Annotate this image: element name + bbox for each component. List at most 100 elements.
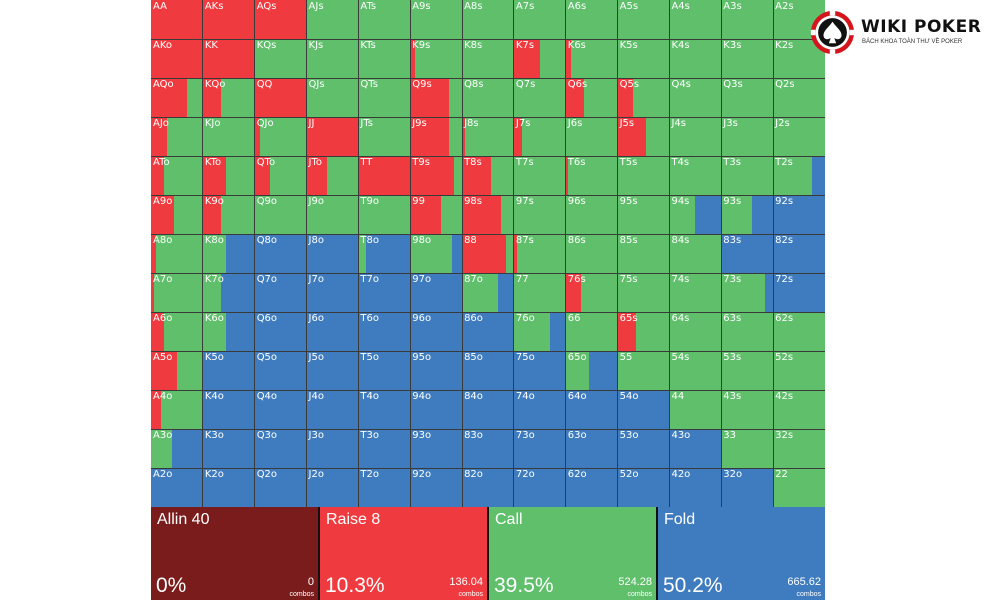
hand-cell-65o[interactable]: 65o (565, 351, 618, 390)
hand-cell-K6s[interactable]: K6s (565, 39, 618, 78)
hand-cell-A2o[interactable]: A2o (151, 468, 203, 507)
hand-cell-T2s[interactable]: T2s (773, 156, 825, 195)
hand-cell-J8s[interactable]: J8s (462, 117, 514, 156)
hand-cell-94s[interactable]: 94s (669, 195, 722, 234)
hand-cell-Q5s[interactable]: Q5s (617, 78, 670, 117)
hand-cell-J9o[interactable]: J9o (306, 195, 359, 234)
hand-cell-K6o[interactable]: K6o (202, 312, 255, 351)
hand-cell-55[interactable]: 55 (617, 351, 670, 390)
hand-cell-Q7o[interactable]: Q7o (254, 273, 307, 312)
hand-cell-Q2s[interactable]: Q2s (773, 78, 825, 117)
hand-cell-Q8s[interactable]: Q8s (462, 78, 514, 117)
hand-cell-A3o[interactable]: A3o (151, 429, 203, 468)
hand-cell-T7o[interactable]: T7o (358, 273, 411, 312)
hand-cell-Q4s[interactable]: Q4s (669, 78, 722, 117)
hand-cell-32o[interactable]: 32o (721, 468, 774, 507)
hand-cell-J5s[interactable]: J5s (617, 117, 670, 156)
hand-cell-J7s[interactable]: J7s (513, 117, 566, 156)
hand-cell-T9s[interactable]: T9s (410, 156, 463, 195)
hand-cell-K5s[interactable]: K5s (617, 39, 670, 78)
hand-cell-K2o[interactable]: K2o (202, 468, 255, 507)
hand-cell-95o[interactable]: 95o (410, 351, 463, 390)
hand-cell-T5o[interactable]: T5o (358, 351, 411, 390)
hand-cell-85o[interactable]: 85o (462, 351, 514, 390)
hand-cell-95s[interactable]: 95s (617, 195, 670, 234)
hand-cell-93s[interactable]: 93s (721, 195, 774, 234)
hand-cell-J3s[interactable]: J3s (721, 117, 774, 156)
hand-cell-72o[interactable]: 72o (513, 468, 566, 507)
hand-cell-T5s[interactable]: T5s (617, 156, 670, 195)
hand-cell-53s[interactable]: 53s (721, 351, 774, 390)
hand-cell-85s[interactable]: 85s (617, 234, 670, 273)
hand-cell-J9s[interactable]: J9s (410, 117, 463, 156)
hand-cell-65s[interactable]: 65s (617, 312, 670, 351)
hand-cell-A9o[interactable]: A9o (151, 195, 203, 234)
hand-cell-77[interactable]: 77 (513, 273, 566, 312)
hand-cell-Q9o[interactable]: Q9o (254, 195, 307, 234)
hand-cell-K9s[interactable]: K9s (410, 39, 463, 78)
hand-cell-J3o[interactable]: J3o (306, 429, 359, 468)
hand-cell-JTo[interactable]: JTo (306, 156, 359, 195)
hand-cell-T7s[interactable]: T7s (513, 156, 566, 195)
hand-cell-72s[interactable]: 72s (773, 273, 825, 312)
hand-cell-84o[interactable]: 84o (462, 390, 514, 429)
hand-cell-JJ[interactable]: JJ (306, 117, 359, 156)
hand-cell-74s[interactable]: 74s (669, 273, 722, 312)
hand-cell-83s[interactable]: 83s (721, 234, 774, 273)
hand-cell-T9o[interactable]: T9o (358, 195, 411, 234)
hand-cell-QTo[interactable]: QTo (254, 156, 307, 195)
hand-cell-J7o[interactable]: J7o (306, 273, 359, 312)
hand-cell-K8s[interactable]: K8s (462, 39, 514, 78)
hand-cell-KQs[interactable]: KQs (254, 39, 307, 78)
hand-cell-K3o[interactable]: K3o (202, 429, 255, 468)
hand-cell-AKo[interactable]: AKo (151, 39, 203, 78)
hand-cell-74o[interactable]: 74o (513, 390, 566, 429)
hand-cell-92s[interactable]: 92s (773, 195, 825, 234)
hand-cell-QJo[interactable]: QJo (254, 117, 307, 156)
hand-cell-96o[interactable]: 96o (410, 312, 463, 351)
hand-cell-J4o[interactable]: J4o (306, 390, 359, 429)
hand-cell-96s[interactable]: 96s (565, 195, 618, 234)
hand-cell-63s[interactable]: 63s (721, 312, 774, 351)
hand-cell-97o[interactable]: 97o (410, 273, 463, 312)
hand-cell-T2o[interactable]: T2o (358, 468, 411, 507)
hand-cell-AA[interactable]: AA (151, 0, 203, 39)
hand-cell-Q4o[interactable]: Q4o (254, 390, 307, 429)
hand-cell-T4o[interactable]: T4o (358, 390, 411, 429)
summary-raise[interactable]: Raise 8 10.3% 136.04 combos (320, 507, 487, 600)
hand-cell-82s[interactable]: 82s (773, 234, 825, 273)
hand-cell-76s[interactable]: 76s (565, 273, 618, 312)
hand-cell-99[interactable]: 99 (410, 195, 463, 234)
hand-cell-Q9s[interactable]: Q9s (410, 78, 463, 117)
hand-cell-A8o[interactable]: A8o (151, 234, 203, 273)
hand-cell-73s[interactable]: 73s (721, 273, 774, 312)
hand-cell-83o[interactable]: 83o (462, 429, 514, 468)
hand-cell-T8s[interactable]: T8s (462, 156, 514, 195)
hand-cell-86s[interactable]: 86s (565, 234, 618, 273)
hand-cell-J6s[interactable]: J6s (565, 117, 618, 156)
hand-cell-62s[interactable]: 62s (773, 312, 825, 351)
hand-cell-73o[interactable]: 73o (513, 429, 566, 468)
hand-cell-QQ[interactable]: QQ (254, 78, 307, 117)
hand-cell-Q3s[interactable]: Q3s (721, 78, 774, 117)
hand-cell-94o[interactable]: 94o (410, 390, 463, 429)
hand-cell-42o[interactable]: 42o (669, 468, 722, 507)
hand-cell-K8o[interactable]: K8o (202, 234, 255, 273)
hand-cell-T3o[interactable]: T3o (358, 429, 411, 468)
hand-cell-64s[interactable]: 64s (669, 312, 722, 351)
hand-cell-Q8o[interactable]: Q8o (254, 234, 307, 273)
hand-cell-K7s[interactable]: K7s (513, 39, 566, 78)
hand-cell-43s[interactable]: 43s (721, 390, 774, 429)
hand-cell-Q7s[interactable]: Q7s (513, 78, 566, 117)
hand-cell-62o[interactable]: 62o (565, 468, 618, 507)
hand-cell-AJo[interactable]: AJo (151, 117, 203, 156)
hand-cell-98o[interactable]: 98o (410, 234, 463, 273)
hand-cell-KTs[interactable]: KTs (358, 39, 411, 78)
hand-cell-AQo[interactable]: AQo (151, 78, 203, 117)
hand-cell-K9o[interactable]: K9o (202, 195, 255, 234)
hand-cell-54o[interactable]: 54o (617, 390, 670, 429)
hand-cell-QTs[interactable]: QTs (358, 78, 411, 117)
hand-cell-Q3o[interactable]: Q3o (254, 429, 307, 468)
hand-cell-76o[interactable]: 76o (513, 312, 566, 351)
hand-cell-A3s[interactable]: A3s (721, 0, 774, 39)
